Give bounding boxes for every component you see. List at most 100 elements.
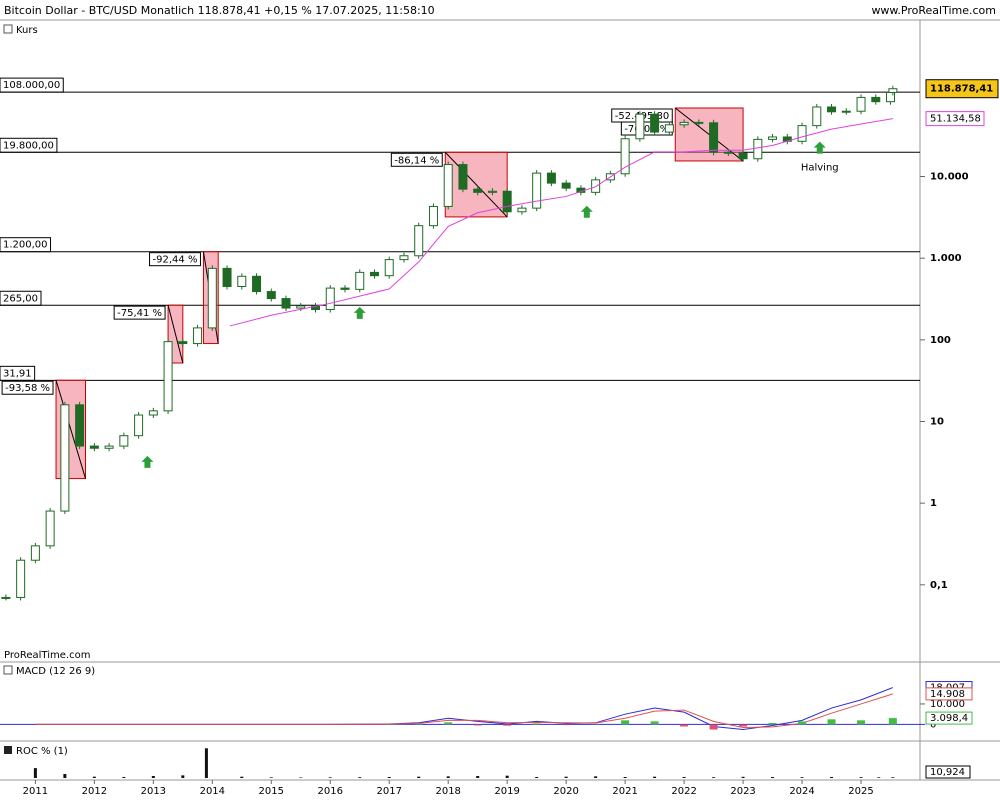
level-label: 19.800,00 (3, 140, 54, 151)
candle (30, 545, 40, 561)
roc-bar (181, 775, 185, 778)
candle (487, 190, 497, 193)
candle (384, 259, 394, 277)
candle (473, 188, 483, 193)
y-tick-label: 10.000 (930, 699, 965, 710)
candle (694, 121, 704, 124)
candle (60, 404, 70, 512)
y-tick-label: 10 (930, 416, 944, 427)
roc-bar (387, 777, 391, 778)
x-tick-label: 2019 (494, 786, 519, 797)
candle (620, 138, 630, 175)
y-tick-label: 10.000 (930, 172, 969, 183)
value-label-box (925, 687, 973, 701)
roc-bar (204, 748, 208, 778)
candle (134, 414, 144, 437)
level-label: 31,91 (3, 368, 32, 379)
x-tick-label: 2024 (789, 786, 814, 797)
x-tick-label: 2016 (318, 786, 343, 797)
candle (709, 122, 719, 153)
moving-average (229, 118, 893, 327)
roc-legend: ROC % (1) (16, 746, 68, 757)
candle (119, 435, 129, 447)
macd-legend: MACD (12 26 9) (16, 666, 95, 677)
drawdown-label-box (149, 252, 201, 267)
candle (502, 190, 512, 213)
candle (428, 205, 438, 227)
x-tick-label: 2021 (612, 786, 637, 797)
level-label-box (0, 237, 52, 253)
roc-bar (63, 774, 67, 778)
candle (679, 121, 689, 126)
drawdown-line (55, 380, 86, 479)
roc-bar (800, 777, 804, 778)
candle (75, 404, 85, 447)
candle (193, 327, 203, 345)
source: www.ProRealTime.com (871, 4, 996, 17)
roc-bar (682, 777, 686, 778)
halving-arrow (813, 141, 826, 154)
y-tick-label: 0 (930, 719, 936, 730)
roc-bar (33, 768, 37, 778)
candle (635, 113, 645, 140)
roc-bar (358, 777, 362, 778)
roc-bar (877, 777, 881, 778)
legend-box (4, 746, 12, 754)
value-label: 10,924 (930, 767, 965, 778)
candle (399, 255, 409, 261)
drawdown-label: -86,14 % (394, 155, 439, 166)
level-label-box (0, 137, 58, 153)
candle (355, 271, 365, 290)
candle (532, 172, 542, 209)
histogram-bar (798, 721, 807, 725)
roc-bar (299, 777, 303, 778)
drawdown-label-box (390, 152, 443, 167)
roc-bar (891, 777, 895, 778)
roc-bar (741, 776, 745, 778)
y-tick-label: 1.000 (930, 253, 962, 264)
halving-label: Halving (801, 163, 839, 174)
x-tick-label: 2015 (259, 786, 284, 797)
ma-label-box (925, 111, 985, 127)
candle (414, 225, 424, 257)
roc-bar (653, 776, 657, 778)
candle (252, 275, 262, 293)
x-tick-label: 2018 (435, 786, 460, 797)
last-price-label: 118.878,41 (930, 84, 993, 95)
candle (178, 341, 188, 345)
legend-box (3, 665, 13, 675)
level-label: 1.200,00 (3, 240, 48, 251)
drawdown-label: -93,58 % (5, 383, 50, 394)
x-tick-label: 2011 (23, 786, 48, 797)
candle (827, 106, 837, 113)
drawdown-label-box (1, 380, 54, 395)
roc-bar (92, 776, 96, 778)
roc-bar (830, 777, 834, 778)
histogram-bar (650, 721, 659, 725)
x-tick-label: 2017 (377, 786, 402, 797)
histogram-bar (709, 724, 718, 730)
roc-bar (564, 776, 568, 778)
roc-bar (269, 777, 273, 778)
roc-bar (417, 776, 421, 778)
candle (812, 106, 822, 127)
roc-bar (476, 776, 480, 778)
y-tick-label: 1 (930, 498, 937, 509)
roc-bar (859, 777, 863, 778)
halving-arrow (580, 205, 593, 218)
level-label: 108.000,00 (3, 80, 60, 91)
level-label-box (0, 365, 36, 381)
histogram-bar (473, 724, 482, 726)
candle (296, 305, 306, 309)
legend-box (3, 24, 13, 34)
candle (458, 164, 468, 190)
halving-arrow (141, 455, 154, 468)
candle (1, 596, 11, 599)
roc-bar (446, 776, 450, 778)
drawdown-line (444, 151, 508, 218)
histogram-bar (621, 720, 630, 725)
x-tick-label: 2022 (671, 786, 696, 797)
histogram-bar (768, 722, 777, 725)
drawdown-label: -76,09 % (624, 124, 669, 135)
